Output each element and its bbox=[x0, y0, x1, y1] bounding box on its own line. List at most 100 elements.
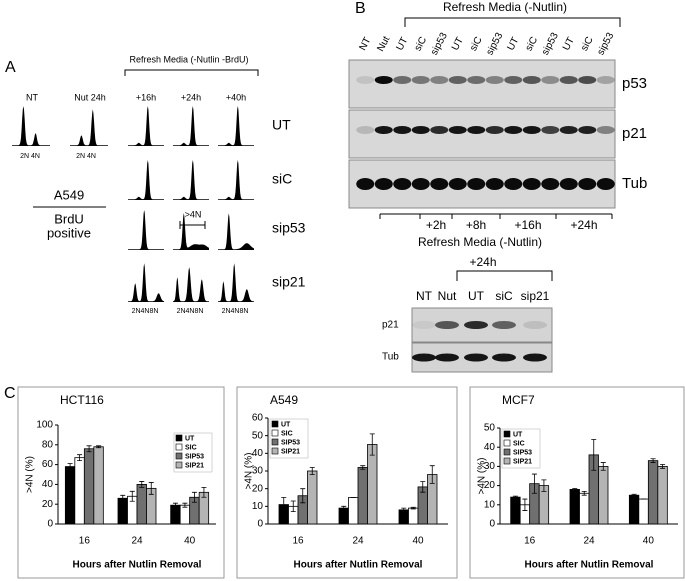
band bbox=[411, 178, 430, 190]
band bbox=[448, 178, 467, 190]
ploidy-label: 2N 4N bbox=[20, 153, 40, 160]
lane-label: sip53 bbox=[484, 31, 505, 58]
error-bar bbox=[541, 479, 547, 492]
histogram bbox=[173, 160, 209, 200]
row-label: siC bbox=[272, 171, 292, 187]
band bbox=[411, 76, 430, 84]
legend-swatch bbox=[503, 457, 511, 465]
error-bar bbox=[600, 462, 606, 471]
timepoint: +16h bbox=[514, 218, 541, 232]
band bbox=[430, 76, 449, 84]
band bbox=[374, 178, 393, 190]
panel-label: A bbox=[5, 59, 16, 76]
legend-label: SIP21 bbox=[281, 448, 300, 455]
legend-swatch bbox=[271, 429, 279, 437]
error-bar bbox=[341, 505, 347, 511]
error-bar bbox=[96, 445, 102, 449]
band bbox=[578, 76, 597, 84]
panel-b-header: Refresh Media (-Nutlin) bbox=[443, 0, 567, 14]
band bbox=[467, 178, 486, 190]
lane-label: UT bbox=[505, 36, 521, 53]
legend-label: SIP21 bbox=[513, 458, 532, 465]
chart-title: MCF7 bbox=[502, 393, 535, 407]
error-bar bbox=[120, 494, 126, 502]
legend-swatch bbox=[175, 434, 183, 442]
blot bbox=[348, 109, 616, 159]
band bbox=[596, 178, 615, 190]
y-axis-label: >4N (%) bbox=[477, 458, 488, 495]
error-bar bbox=[172, 502, 178, 508]
band bbox=[504, 178, 523, 190]
legend-label: SIP53 bbox=[185, 453, 204, 460]
gate-label: >4N bbox=[185, 209, 202, 219]
row-label: UT bbox=[272, 117, 291, 133]
band bbox=[541, 76, 560, 84]
band bbox=[467, 126, 486, 134]
lane-label: UT bbox=[561, 36, 577, 53]
histogram bbox=[173, 267, 209, 302]
bar bbox=[408, 507, 419, 525]
histogram bbox=[128, 106, 164, 146]
y-tick-label: 40 bbox=[42, 479, 54, 490]
blot bbox=[348, 59, 616, 109]
timepoint: +2h bbox=[426, 218, 446, 232]
legend-swatch bbox=[503, 448, 511, 456]
y-tick-label: 10 bbox=[252, 501, 264, 512]
error-bar bbox=[410, 506, 416, 510]
error-bar bbox=[631, 493, 637, 497]
row-label: sip53 bbox=[272, 220, 306, 236]
error-bar bbox=[531, 473, 537, 494]
band bbox=[393, 178, 412, 190]
y-axis-label: >4N (%) bbox=[25, 456, 36, 493]
band bbox=[467, 76, 486, 84]
error-bar bbox=[281, 497, 287, 513]
lane-label: NT bbox=[357, 36, 373, 53]
x-tick-label: 16 bbox=[292, 536, 304, 547]
y-tick-label: 60 bbox=[42, 459, 54, 470]
lane-label: siC bbox=[524, 35, 540, 53]
bar bbox=[93, 446, 104, 525]
band bbox=[504, 126, 523, 134]
y-tick-label: 20 bbox=[484, 480, 496, 491]
lane-label: Nut bbox=[375, 34, 392, 53]
y-tick-label: 60 bbox=[252, 413, 264, 424]
bar bbox=[638, 498, 649, 525]
error-bar bbox=[300, 488, 306, 504]
band bbox=[522, 126, 541, 134]
y-tick-label: 0 bbox=[47, 519, 53, 530]
x-axis-label: Hours after Nutlin Removal bbox=[73, 560, 202, 571]
y-tick-label: 0 bbox=[489, 519, 495, 530]
bracket bbox=[124, 69, 259, 76]
band bbox=[485, 178, 504, 190]
protein-label: p21 bbox=[622, 125, 647, 142]
x-tick-label: 16 bbox=[79, 536, 91, 547]
band bbox=[522, 178, 541, 190]
legend-label: SIC bbox=[513, 440, 525, 447]
legend-swatch bbox=[503, 439, 511, 447]
histogram bbox=[218, 213, 254, 250]
lane-label: sip21 bbox=[521, 289, 550, 303]
band bbox=[578, 178, 597, 190]
bar bbox=[179, 504, 191, 525]
bracket bbox=[456, 270, 553, 281]
band bbox=[374, 76, 393, 84]
band bbox=[430, 178, 449, 190]
lane-label: UT bbox=[394, 36, 410, 53]
panel-label: C bbox=[4, 385, 16, 402]
bar bbox=[647, 460, 659, 525]
lane-label: UT bbox=[450, 36, 466, 53]
bar bbox=[657, 465, 668, 525]
error-bar bbox=[650, 458, 656, 463]
x-tick-label: 24 bbox=[352, 536, 364, 547]
timepoint: +24h bbox=[469, 255, 496, 269]
error-bar bbox=[401, 507, 407, 513]
x-tick-label: 40 bbox=[184, 536, 196, 547]
error-bar bbox=[522, 498, 528, 511]
ploidy-label: 2N 4N bbox=[76, 153, 96, 160]
bar bbox=[64, 466, 76, 525]
stain-label: BrdU bbox=[54, 211, 84, 226]
legend-label: UT bbox=[185, 435, 195, 442]
error-bar bbox=[309, 467, 315, 475]
band bbox=[559, 126, 578, 134]
